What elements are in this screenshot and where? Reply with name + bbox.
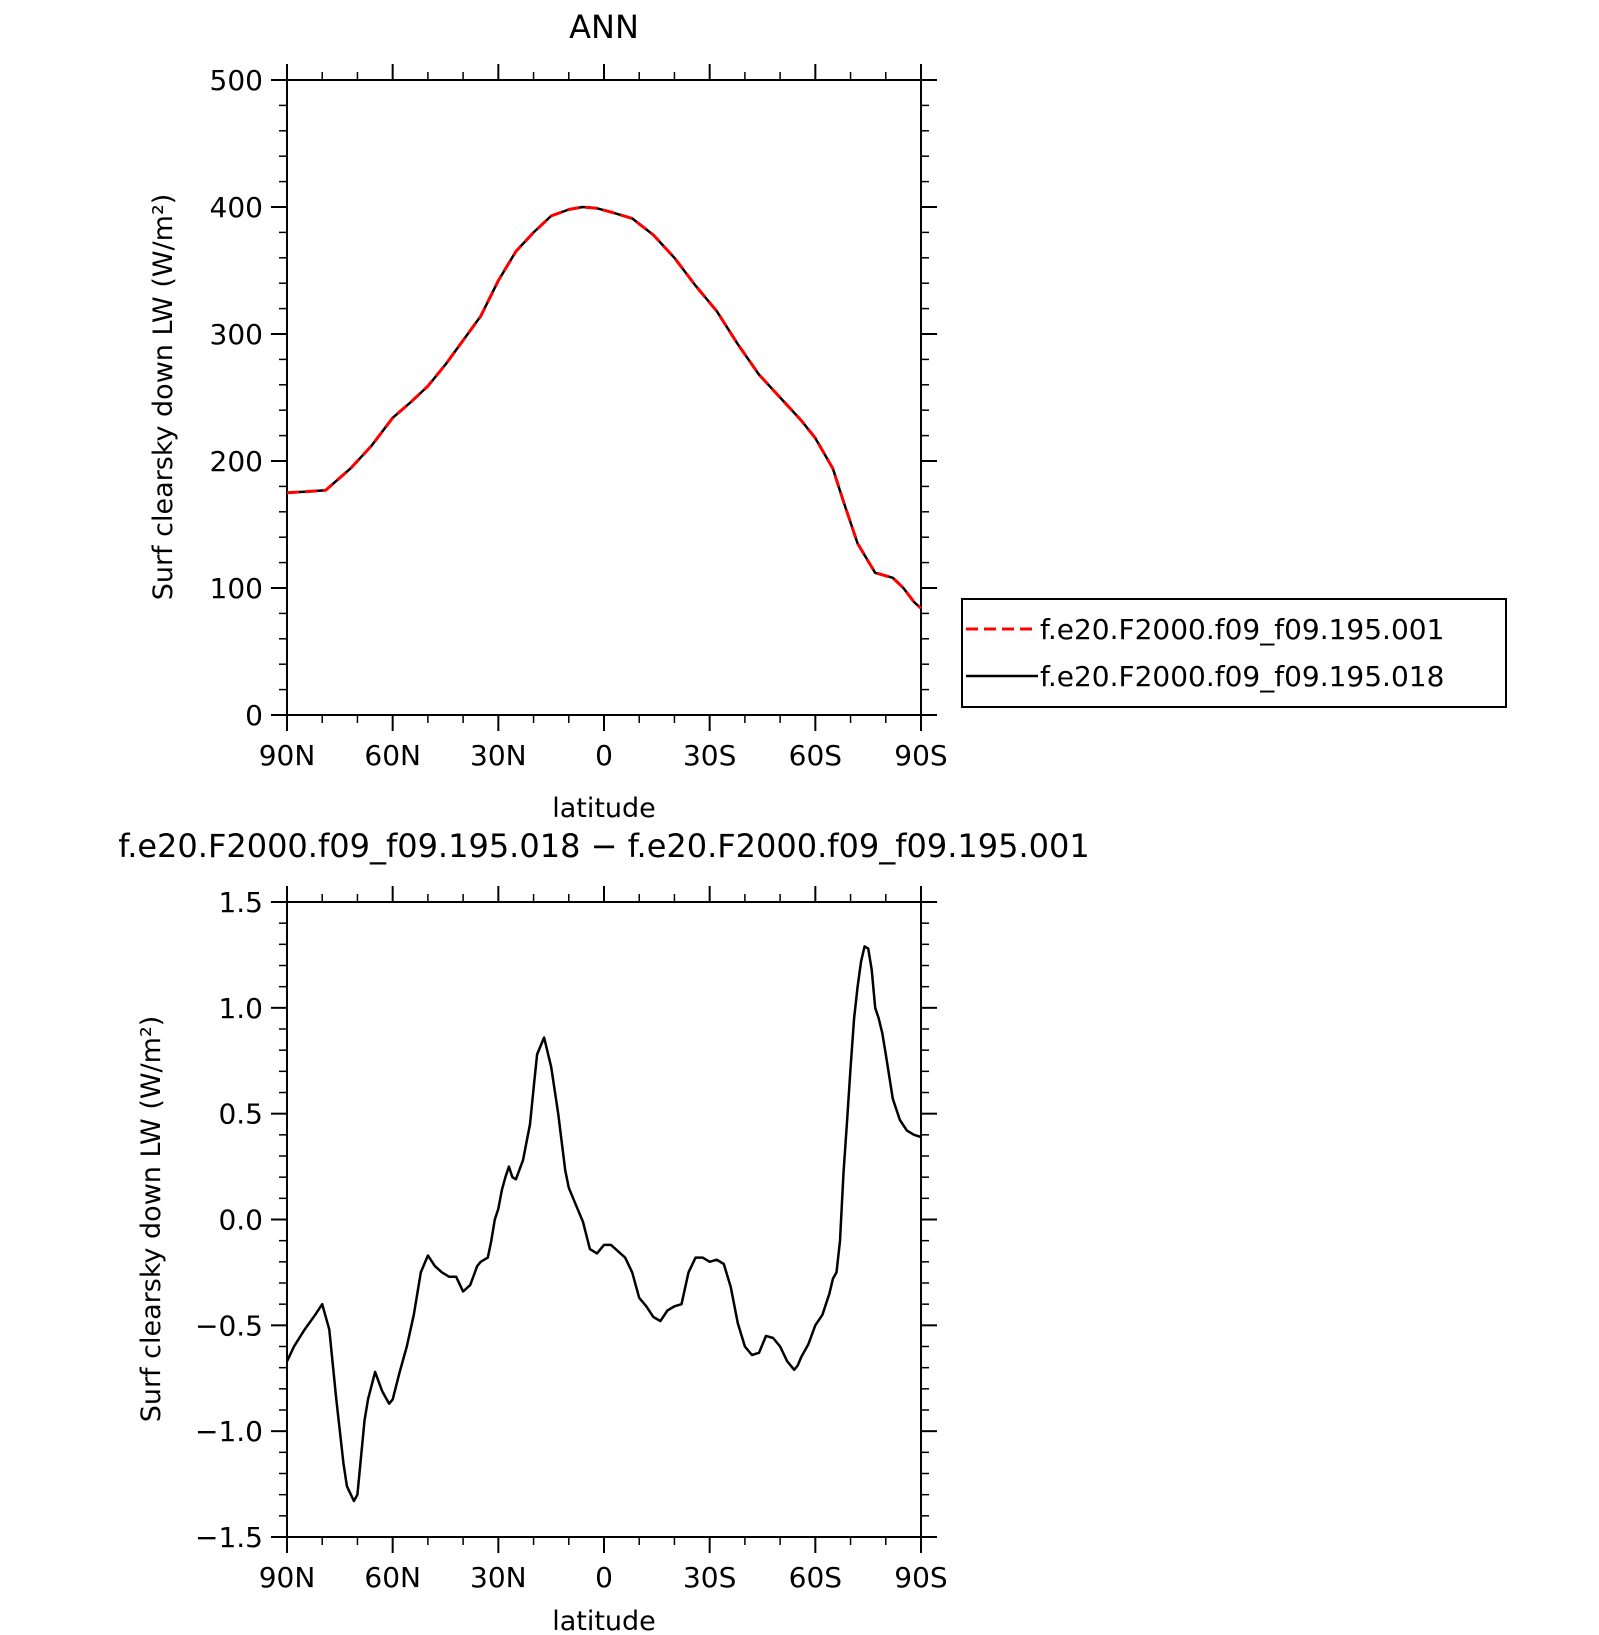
y-tick-label: 0.5 xyxy=(218,1098,263,1131)
y-tick-label: 300 xyxy=(210,318,263,351)
x-tick-label: 90N xyxy=(259,1561,316,1594)
x-tick-label: 60N xyxy=(364,739,421,772)
y-tick-label: 100 xyxy=(210,572,263,605)
top-x-axis-label: latitude xyxy=(552,793,656,824)
top-chart-title: ANN xyxy=(569,8,639,46)
y-tick-label: −0.5 xyxy=(195,1309,263,1342)
x-tick-label: 30S xyxy=(683,739,736,772)
top-y-ticks: 0 100 200 300 400 500 xyxy=(210,64,937,732)
bottom-plot-frame xyxy=(286,901,922,1538)
top-series-line-2 xyxy=(286,205,922,610)
bot-series-line-1 xyxy=(285,945,922,1503)
y-tick-label: 1.5 xyxy=(218,886,263,919)
legend-label-series-1: f.e20.F2000.f09_f09.195.001 xyxy=(1040,613,1444,646)
x-tick-label: 30S xyxy=(683,1561,736,1594)
top-series-lines xyxy=(286,205,923,610)
y-tick-label: −1.5 xyxy=(195,1521,263,1554)
y-tick-label: 0 xyxy=(245,699,263,732)
x-tick-label: 60S xyxy=(789,1561,842,1594)
x-tick-label: 30N xyxy=(470,1561,527,1594)
bottom-series-lines xyxy=(285,945,922,1503)
top-series-line-1 xyxy=(286,205,923,610)
bottom-x-axis-label: latitude xyxy=(552,1606,656,1635)
legend-label-series-2: f.e20.F2000.f09_f09.195.018 xyxy=(1040,660,1444,693)
x-tick-label: 60N xyxy=(364,1561,421,1594)
bottom-y-ticks: −1.5 −1.0 −0.5 0.0 0.5 1.0 1.5 xyxy=(195,886,937,1554)
y-tick-label: 500 xyxy=(210,64,263,97)
x-tick-label: 90S xyxy=(894,739,947,772)
x-tick-label: 90N xyxy=(259,739,316,772)
top-y-axis-label: Surf clearsky down LW (W/m²) xyxy=(148,194,179,601)
x-tick-label: 0 xyxy=(595,1561,613,1594)
x-tick-label: 0 xyxy=(595,739,613,772)
y-tick-label: −1.0 xyxy=(195,1415,263,1448)
top-x-ticks: 90N 60N 30N 0 30S 60S 90S xyxy=(259,64,948,772)
legend-box xyxy=(961,598,1507,708)
bottom-y-axis-label: Surf clearsky down LW (W/m²) xyxy=(136,1016,167,1423)
top-plot-frame xyxy=(286,79,922,716)
y-tick-label: 200 xyxy=(210,445,263,478)
bottom-chart: f.e20.F2000.f09_f09.195.018 − f.e20.F200… xyxy=(118,827,1090,1635)
y-tick-label: 1.0 xyxy=(218,992,263,1025)
x-tick-label: 30N xyxy=(470,739,527,772)
x-tick-label: 90S xyxy=(894,1561,947,1594)
y-tick-label: 400 xyxy=(210,191,263,224)
top-chart: ANN 0 100 200 300 400 500 90N 60N 30N 0 30S 60S 90S… xyxy=(148,8,948,824)
bottom-x-ticks: 90N 60N 30N 0 30S 60S 90S xyxy=(259,886,948,1594)
y-tick-label: 0.0 xyxy=(218,1204,263,1237)
legend: f.e20.F2000.f09_f09.195.001 f.e20.F2000.… xyxy=(961,598,1507,708)
bottom-chart-title: f.e20.F2000.f09_f09.195.018 − f.e20.F200… xyxy=(118,827,1090,865)
x-tick-label: 60S xyxy=(789,739,842,772)
